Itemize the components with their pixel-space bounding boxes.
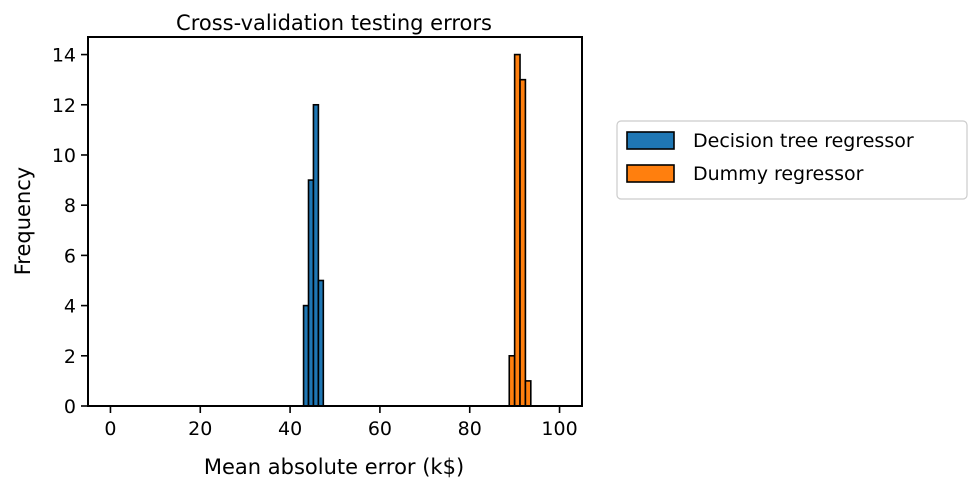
y-tick-label: 8: [64, 195, 76, 217]
x-tick-label: 60: [368, 418, 392, 440]
y-axis: 0 2 4 6 8 10 12 14: [52, 45, 88, 418]
bar-series-1-bin-2: [519, 78, 527, 407]
y-axis-label: Frequency: [11, 167, 35, 276]
chart-title: Cross-validation testing errors: [176, 11, 492, 35]
plot-frame: [87, 36, 583, 407]
y-tick-label: 12: [52, 95, 76, 117]
legend-swatch-0: [626, 131, 675, 150]
legend-swatch-1: [626, 164, 675, 183]
legend-label-0: Decision tree regressor: [693, 130, 914, 152]
y-tick-label: 4: [64, 296, 76, 318]
bar-series-0-bin-3: [317, 279, 325, 407]
y-tick-label: 0: [64, 396, 76, 418]
x-tick-label: 80: [458, 418, 482, 440]
bar-series-1-bin-0: [508, 354, 516, 407]
x-axis-label: Mean absolute error (k$): [204, 455, 464, 479]
y-tick-label: 2: [64, 346, 76, 368]
y-tick-label: 10: [52, 145, 76, 167]
x-tick-label: 20: [188, 418, 212, 440]
x-tick-label: 0: [104, 418, 116, 440]
x-tick-label: 40: [278, 418, 302, 440]
legend-label-1: Dummy regressor: [693, 163, 864, 185]
bar-series-1-bin-1: [513, 53, 521, 407]
legend-box: [616, 120, 968, 200]
bars-layer: [302, 53, 532, 407]
bar-series-1-bin-3: [524, 380, 532, 407]
y-tick-label: 6: [64, 245, 76, 267]
x-axis: 0 20 40 60 80 100: [104, 406, 578, 440]
legend: Decision tree regressor Dummy regressor: [616, 120, 968, 200]
x-tick-label: 100: [541, 418, 577, 440]
y-tick-label: 14: [52, 45, 76, 67]
